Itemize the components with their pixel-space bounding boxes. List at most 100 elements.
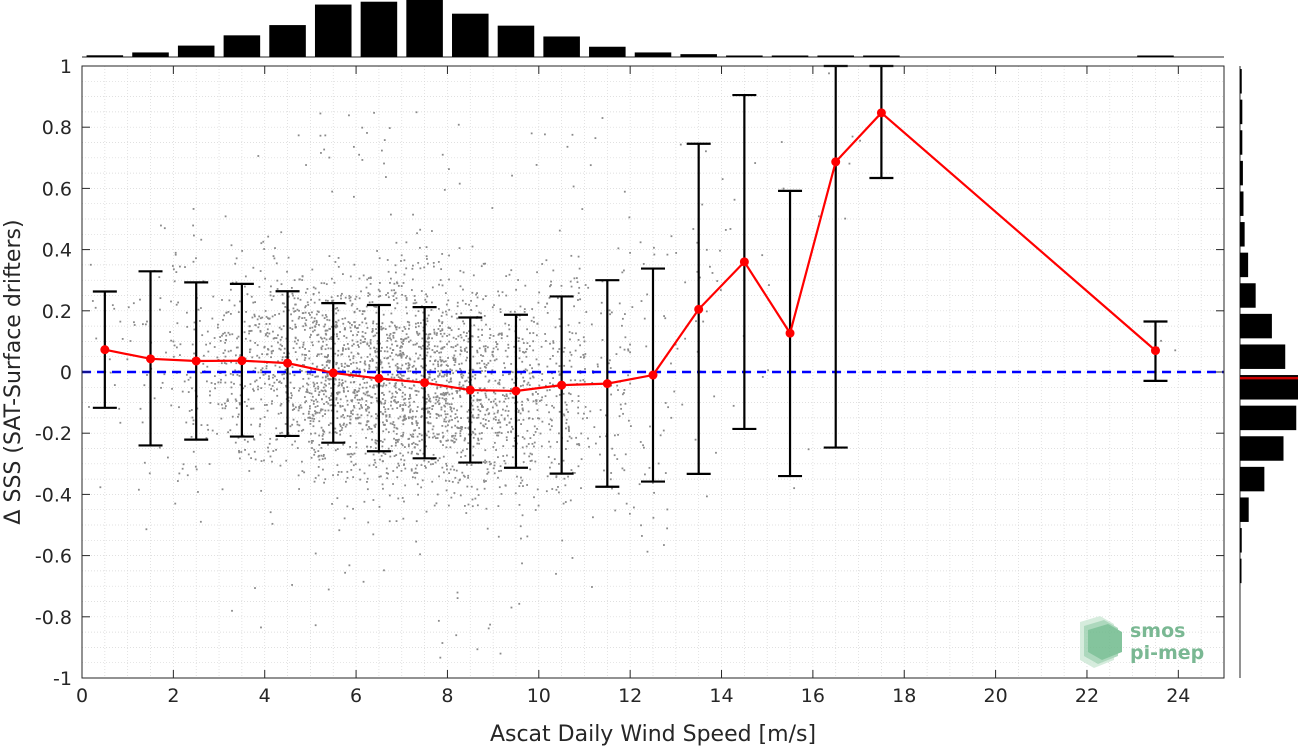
scatter-point (463, 339, 465, 342)
scatter-point (441, 393, 444, 396)
scatter-point (272, 373, 275, 376)
scatter-point (169, 331, 171, 333)
scatter-point (676, 347, 679, 350)
scatter-point (368, 427, 371, 430)
scatter-point (546, 389, 549, 392)
scatter-point (320, 353, 323, 355)
scatter-point (630, 425, 632, 428)
scatter-point (325, 343, 328, 346)
scatter-point (414, 326, 417, 329)
scatter-point (526, 328, 529, 331)
top-histogram-bar (406, 0, 443, 57)
scatter-point (311, 341, 314, 344)
scatter-point (294, 351, 297, 354)
scatter-point (277, 341, 279, 344)
scatter-point (393, 282, 396, 285)
scatter-point (415, 452, 418, 455)
scatter-point (394, 396, 397, 398)
scatter-point (459, 478, 461, 481)
scatter-point (413, 446, 416, 449)
scatter-point (364, 317, 367, 320)
scatter-point (400, 341, 403, 344)
scatter-point (460, 417, 462, 419)
scatter-point (285, 385, 288, 388)
scatter-point (497, 434, 500, 437)
scatter-point (453, 407, 455, 410)
scatter-point (400, 338, 403, 341)
scatter-point (484, 394, 487, 397)
scatter-point (312, 286, 315, 289)
scatter-point (473, 394, 475, 397)
scatter-point (490, 462, 492, 465)
scatter-point (312, 321, 314, 324)
scatter-point (183, 380, 186, 383)
scatter-point (472, 445, 475, 448)
scatter-point (261, 353, 264, 356)
scatter-point (343, 517, 346, 520)
scatter-point (446, 413, 449, 416)
scatter-point (438, 402, 441, 405)
scatter-point (382, 452, 385, 454)
scatter-point (456, 409, 458, 412)
scatter-point (401, 374, 403, 377)
scatter-point (139, 298, 141, 301)
y-tick-label: 0.6 (42, 178, 72, 200)
scatter-point (340, 429, 343, 431)
scatter-point (217, 381, 220, 384)
scatter-point (355, 295, 358, 298)
scatter-point (447, 365, 449, 367)
scatter-point (571, 332, 574, 335)
scatter-point (414, 415, 417, 418)
scatter-point (359, 361, 362, 363)
scatter-point (435, 398, 438, 401)
scatter-point (323, 403, 325, 405)
scatter-point (207, 428, 210, 431)
scatter-point (492, 347, 495, 350)
scatter-point (482, 418, 485, 420)
scatter-point (378, 282, 381, 284)
scatter-point (305, 391, 308, 393)
scatter-point (404, 397, 407, 400)
scatter-point (270, 402, 273, 405)
scatter-point (584, 406, 587, 408)
scatter-point (339, 331, 341, 333)
scatter-point (616, 384, 619, 387)
scatter-point (393, 292, 396, 295)
scatter-point (358, 422, 360, 425)
scatter-point (360, 404, 362, 406)
scatter-point (374, 423, 377, 426)
scatter-point (144, 323, 147, 326)
scatter-point (536, 488, 539, 491)
scatter-point (472, 416, 475, 419)
scatter-point (360, 405, 363, 408)
scatter-point (538, 417, 541, 420)
scatter-point (342, 389, 345, 392)
scatter-point (516, 316, 518, 319)
scatter-point (361, 159, 364, 161)
scatter-point (325, 315, 328, 318)
scatter-point (321, 408, 324, 411)
scatter-point (216, 326, 219, 329)
scatter-point (341, 317, 344, 320)
scatter-point (334, 377, 337, 380)
scatter-point (426, 295, 429, 298)
scatter-point (414, 429, 417, 432)
scatter-point (194, 465, 197, 468)
scatter-point (456, 591, 459, 594)
scatter-point (280, 412, 283, 414)
scatter-point (346, 343, 349, 345)
scatter-point (487, 380, 490, 383)
scatter-point (409, 370, 412, 373)
scatter-point (523, 310, 526, 313)
scatter-point (391, 343, 393, 346)
scatter-point (441, 466, 444, 469)
scatter-point (335, 432, 338, 434)
scatter-point (484, 392, 487, 395)
scatter-point (807, 448, 810, 451)
top-histogram-bar (543, 36, 580, 57)
scatter-point (193, 328, 196, 331)
scatter-point (244, 275, 247, 278)
scatter-point (259, 270, 262, 272)
scatter-point (530, 371, 533, 374)
scatter-point (507, 410, 510, 412)
